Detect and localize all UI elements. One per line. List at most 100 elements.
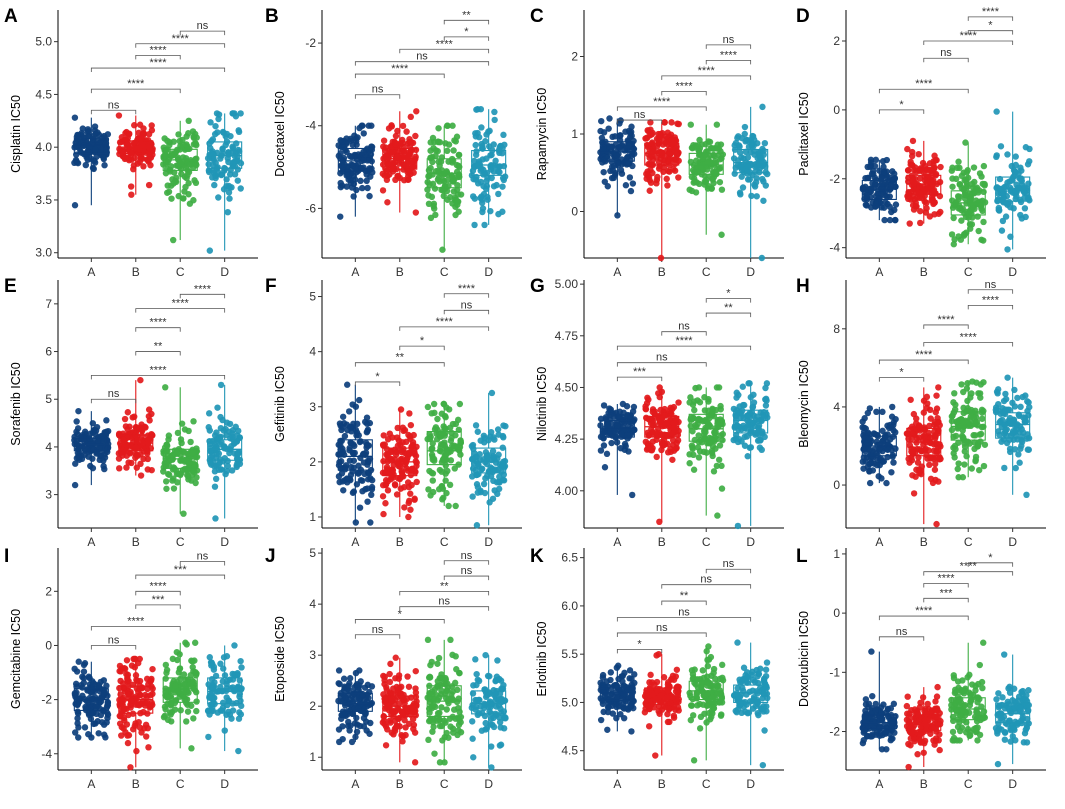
data-point <box>145 131 153 138</box>
significance-bracket: ns <box>90 99 137 115</box>
data-point <box>428 446 435 453</box>
data-point <box>222 133 229 140</box>
data-point <box>629 180 637 187</box>
data-point <box>661 119 668 126</box>
data-point <box>958 381 965 388</box>
data-point <box>212 475 220 483</box>
data-point <box>625 142 632 150</box>
data-point <box>751 183 759 190</box>
data-point <box>208 150 216 157</box>
x-tick-label: B <box>396 265 404 279</box>
data-point <box>979 207 986 215</box>
data-point <box>380 432 387 439</box>
data-point <box>207 119 214 126</box>
box-C <box>950 381 986 478</box>
data-point <box>452 432 459 439</box>
data-point <box>951 390 958 397</box>
data-point <box>652 429 660 436</box>
data-point <box>871 162 879 170</box>
data-point <box>864 163 871 171</box>
bracket-line <box>616 345 752 351</box>
data-point <box>229 433 236 440</box>
data-point <box>1003 426 1010 433</box>
data-point <box>340 487 347 494</box>
data-point <box>877 441 884 448</box>
data-point <box>440 171 448 178</box>
data-point <box>364 426 372 433</box>
data-point <box>363 177 370 185</box>
significance-label: ns <box>723 34 735 46</box>
data-point <box>649 169 656 177</box>
data-point <box>408 465 415 473</box>
data-point <box>368 491 375 499</box>
data-point <box>223 653 231 660</box>
significance-label: ns <box>985 279 997 291</box>
significance-bracket: **** <box>90 364 226 380</box>
data-point <box>495 190 502 198</box>
data-point <box>977 381 985 388</box>
data-point <box>642 403 649 410</box>
data-point <box>98 719 106 726</box>
box-A <box>599 404 635 495</box>
data-point <box>909 472 916 479</box>
data-point <box>138 432 146 439</box>
data-point <box>866 446 873 453</box>
data-point <box>961 443 969 451</box>
data-point <box>960 186 967 193</box>
data-point <box>72 142 80 150</box>
data-point <box>127 704 134 711</box>
data-point <box>870 430 878 437</box>
data-point <box>889 453 896 460</box>
data-point <box>82 161 90 169</box>
data-point <box>427 154 434 162</box>
data-point <box>100 462 107 470</box>
data-point <box>208 137 215 145</box>
data-point <box>347 439 354 446</box>
data-point <box>144 436 152 444</box>
data-point <box>646 187 653 194</box>
data-point <box>615 413 622 421</box>
data-point <box>383 463 391 471</box>
data-point <box>147 162 154 169</box>
y-tick-label: -6 <box>305 201 316 215</box>
significance-label: * <box>899 99 904 111</box>
data-point <box>356 504 364 511</box>
significance-bracket: **** <box>923 314 969 329</box>
data-point <box>1025 446 1033 453</box>
data-point <box>717 416 724 423</box>
y-tick-label: -2 <box>41 693 52 707</box>
data-point <box>953 164 961 172</box>
x-tick-label: B <box>396 535 404 549</box>
data-point <box>74 715 81 722</box>
data-point <box>383 176 391 184</box>
data-point <box>389 148 396 156</box>
data-point <box>600 168 607 176</box>
data-point <box>923 166 930 174</box>
x-tick-label: D <box>484 777 493 791</box>
data-point <box>738 438 745 445</box>
data-point <box>224 155 231 162</box>
significance-bracket: **** <box>354 63 445 79</box>
bracket-line <box>399 326 490 331</box>
data-point <box>734 522 742 530</box>
data-point <box>1026 145 1033 153</box>
bracket-line <box>705 59 752 65</box>
data-point <box>653 453 660 461</box>
data-point <box>444 122 451 129</box>
bracket-line <box>90 645 137 650</box>
data-point <box>661 405 668 413</box>
bracket-line <box>878 88 969 94</box>
data-point <box>1025 399 1032 406</box>
data-point <box>403 128 410 135</box>
data-point <box>229 148 237 155</box>
data-point <box>955 474 962 481</box>
data-point <box>648 426 655 433</box>
data-point <box>926 213 934 220</box>
y-tick-label: 5.0 <box>35 35 52 49</box>
data-point <box>127 697 135 704</box>
y-tick-label: 0 <box>833 103 840 117</box>
significance-label: **** <box>127 616 145 628</box>
data-point <box>629 491 636 499</box>
data-point <box>670 420 678 427</box>
